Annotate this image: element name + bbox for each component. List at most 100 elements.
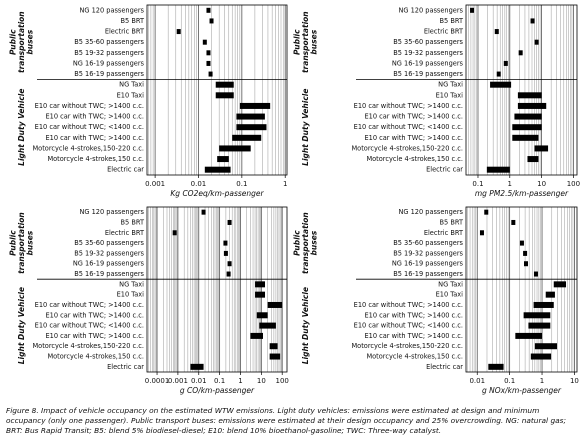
category-label: E10 car with TWC; >1400 c.c. bbox=[364, 332, 463, 340]
range-bar bbox=[269, 353, 281, 360]
category-label: E10 car with TWC; >1400 c.c. bbox=[364, 134, 463, 142]
category-label: B5 BRT bbox=[440, 17, 464, 25]
category-label: E10 Taxi bbox=[117, 291, 145, 299]
category-label: E10 car with TWC; >1400 c.c. bbox=[45, 134, 144, 142]
group-label: Public bbox=[293, 29, 302, 55]
range-bar bbox=[232, 134, 262, 141]
category-label: Motorcycle 4-strokes,150 c.c. bbox=[366, 353, 463, 361]
category-label: Motorcycle 4-strokes,150-220 c.c. bbox=[32, 342, 144, 350]
x-tick-label: 10 bbox=[537, 180, 546, 188]
group-label: transportation bbox=[301, 212, 310, 274]
category-label: E10 car without TWC; >1400 c.c. bbox=[35, 301, 144, 309]
range-bar bbox=[534, 145, 549, 152]
category-label: E10 car with TWC; >1400 c.c. bbox=[45, 332, 144, 340]
category-label: B5 BRT bbox=[121, 218, 145, 226]
point-marker bbox=[223, 250, 228, 256]
category-label: NG 16-19 passengers bbox=[73, 260, 145, 268]
point-marker bbox=[523, 250, 528, 256]
category-label: B5 16-19 passengers bbox=[393, 270, 463, 278]
category-label: NG Taxi bbox=[119, 280, 144, 288]
range-bar bbox=[259, 322, 276, 329]
point-marker bbox=[206, 50, 211, 56]
x-axis-label: g CO/km-passenger bbox=[180, 386, 255, 395]
point-marker bbox=[227, 219, 232, 225]
point-marker bbox=[484, 209, 489, 215]
range-bar bbox=[534, 343, 558, 350]
category-label: B5 19-32 passengers bbox=[74, 249, 144, 257]
category-label: Electric car bbox=[107, 363, 144, 371]
range-bar bbox=[530, 353, 552, 360]
category-label: E10 car with TWC; >1400 c.c. bbox=[45, 113, 144, 121]
group-label: transportation bbox=[17, 212, 26, 274]
point-marker bbox=[524, 261, 529, 267]
category-label: Motorcycle 4-strokes,150 c.c. bbox=[47, 155, 144, 163]
category-label: E10 car without TWC; >1400 c.c. bbox=[35, 102, 144, 110]
range-bar bbox=[490, 81, 512, 88]
category-label: Motorcycle 4-strokes,150-220 c.c. bbox=[351, 144, 463, 152]
category-label: E10 car with TWC; >1400 c.c. bbox=[45, 311, 144, 319]
category-label: B5 16-19 passengers bbox=[393, 70, 463, 78]
group-label: transportation bbox=[301, 11, 310, 73]
group-label: Public bbox=[9, 230, 18, 256]
x-tick-label: 1 bbox=[540, 377, 544, 385]
plot-frame bbox=[465, 206, 578, 373]
range-bar bbox=[517, 92, 542, 99]
category-label: B5 BRT bbox=[121, 17, 145, 25]
category-label: E10 car without TWC; >1400 c.c. bbox=[354, 102, 463, 110]
category-label: Electric BRT bbox=[424, 28, 464, 36]
x-tick-label: 0.01 bbox=[191, 180, 207, 188]
category-label: NG 16-19 passengers bbox=[73, 59, 145, 67]
range-bar bbox=[517, 102, 547, 109]
x-tick-label: 100 bbox=[276, 377, 289, 385]
plot-frame bbox=[146, 4, 288, 176]
point-marker bbox=[202, 39, 207, 45]
range-bar bbox=[215, 81, 234, 88]
category-label: E10 car with TWC; >1400 c.c. bbox=[364, 113, 463, 121]
category-label: B5 19-32 passengers bbox=[74, 49, 144, 57]
range-bar bbox=[215, 92, 234, 99]
point-marker bbox=[519, 240, 524, 246]
range-bar bbox=[269, 343, 278, 350]
range-bar bbox=[514, 113, 542, 120]
range-bar bbox=[527, 156, 539, 163]
category-label: NG 16-19 passengers bbox=[392, 260, 464, 268]
category-label: Motorcycle 4-strokes,150 c.c. bbox=[47, 353, 144, 361]
point-marker bbox=[518, 50, 523, 56]
group-label: buses bbox=[310, 230, 319, 255]
range-bar bbox=[219, 145, 251, 152]
category-label: Electric car bbox=[107, 166, 144, 174]
point-marker bbox=[209, 18, 214, 24]
range-bar bbox=[267, 301, 283, 308]
category-label: B5 BRT bbox=[440, 218, 464, 226]
range-bar bbox=[255, 291, 266, 298]
x-axis-label: mg PM2.5/km-passenger bbox=[475, 189, 569, 198]
plot-frame bbox=[146, 206, 288, 373]
category-label: E10 car with TWC; >1400 c.c. bbox=[364, 311, 463, 319]
x-tick-label: 0.001 bbox=[168, 377, 188, 385]
category-label: B5 35-60 passengers bbox=[74, 239, 144, 247]
point-marker bbox=[496, 71, 501, 77]
category-label: Electric BRT bbox=[105, 28, 145, 36]
point-marker bbox=[226, 271, 231, 277]
group-label: Light Duty Vehicle bbox=[301, 89, 310, 166]
category-label: NG 120 passengers bbox=[398, 6, 463, 14]
category-label: E10 Taxi bbox=[117, 91, 145, 99]
group-label: Public bbox=[9, 29, 18, 55]
x-tick-label: 1 bbox=[508, 180, 512, 188]
category-label: B5 16-19 passengers bbox=[74, 270, 144, 278]
x-tick-label: 0.001 bbox=[145, 180, 165, 188]
group-label: transportation bbox=[17, 11, 26, 73]
x-tick-label: 1 bbox=[238, 377, 242, 385]
category-label: Electric BRT bbox=[424, 229, 464, 237]
point-marker bbox=[494, 29, 499, 35]
category-label: B5 35-60 passengers bbox=[393, 239, 463, 247]
category-label: Electric car bbox=[426, 363, 463, 371]
range-bar bbox=[515, 332, 543, 339]
range-bar bbox=[533, 301, 554, 308]
category-label: E10 Taxi bbox=[436, 91, 464, 99]
category-label: Motorcycle 4-strokes,150-220 c.c. bbox=[351, 342, 463, 350]
group-label: Light Duty Vehicle bbox=[17, 287, 26, 364]
category-label: B5 19-32 passengers bbox=[393, 49, 463, 57]
x-tick-label: 0.1 bbox=[236, 180, 247, 188]
category-label: NG 120 passengers bbox=[398, 208, 463, 216]
